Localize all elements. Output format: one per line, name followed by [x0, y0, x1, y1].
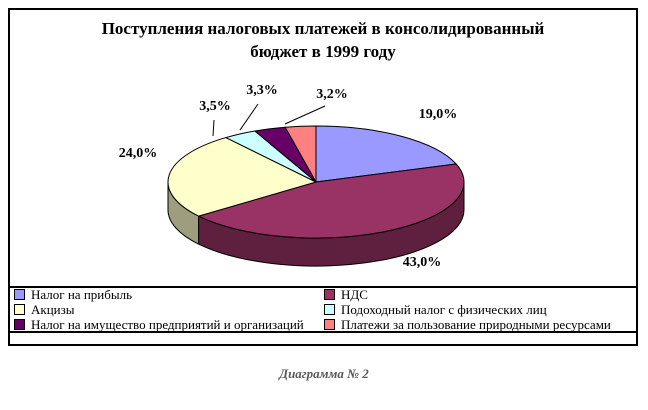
- legend-label: Налог на имущество предприятий и организ…: [31, 317, 304, 332]
- pie-slice: [198, 163, 465, 239]
- pie-chart-3d: 19,0% 43,0% 24,0% 3,5% 3,3% 3,2%: [119, 83, 465, 270]
- chart-title-line1: Поступления налоговых платежей в консоли…: [101, 19, 545, 38]
- legend-swatch: [324, 289, 335, 300]
- pie-value-label: 3,3%: [246, 83, 278, 98]
- legend-swatch: [14, 319, 25, 330]
- pie-value-label: 3,5%: [199, 99, 231, 114]
- legend-swatch: [324, 304, 335, 315]
- pie-value-label: 19,0%: [419, 107, 458, 122]
- legend-item: Налог на имущество предприятий и организ…: [14, 318, 324, 332]
- legend-swatch: [324, 319, 335, 330]
- legend-item: Подоходный налог с физических лиц: [324, 303, 634, 317]
- chart-frame: Поступления налоговых платежей в консоли…: [8, 8, 638, 346]
- legend-swatch: [14, 304, 25, 315]
- legend-swatch: [14, 289, 25, 300]
- legend-item: Платежи за пользование природными ресурс…: [324, 318, 634, 332]
- chart-caption: Диаграмма № 2: [279, 366, 369, 381]
- legend-item: НДС: [324, 288, 634, 302]
- legend-label: НДС: [341, 287, 368, 302]
- legend-label: Платежи за пользование природными ресурс…: [341, 317, 611, 332]
- chart-title-line2: бюджет в 1999 году: [250, 41, 396, 61]
- pie-slice: [167, 137, 317, 217]
- label-leader-line: [284, 105, 326, 125]
- legend-label: Налог на прибыль: [31, 287, 132, 302]
- legend: Налог на прибыль НДС Акцизы Подоходный нало…: [8, 286, 638, 333]
- chart-title: Поступления налоговых платежей в консоли…: [10, 18, 636, 64]
- pie-value-label: 24,0%: [119, 146, 158, 161]
- pie-slice: [284, 125, 317, 183]
- pie-value-label: 3,2%: [316, 87, 348, 102]
- legend-item: Налог на прибыль: [14, 288, 324, 302]
- pie-value-label: 43,0%: [403, 255, 442, 270]
- label-leader-line: [212, 119, 215, 137]
- legend-label: Акцизы: [31, 302, 75, 317]
- legend-item: Акцизы: [14, 303, 324, 317]
- legend-label: Подоходный налог с физических лиц: [341, 302, 547, 317]
- label-leader-line: [239, 103, 259, 131]
